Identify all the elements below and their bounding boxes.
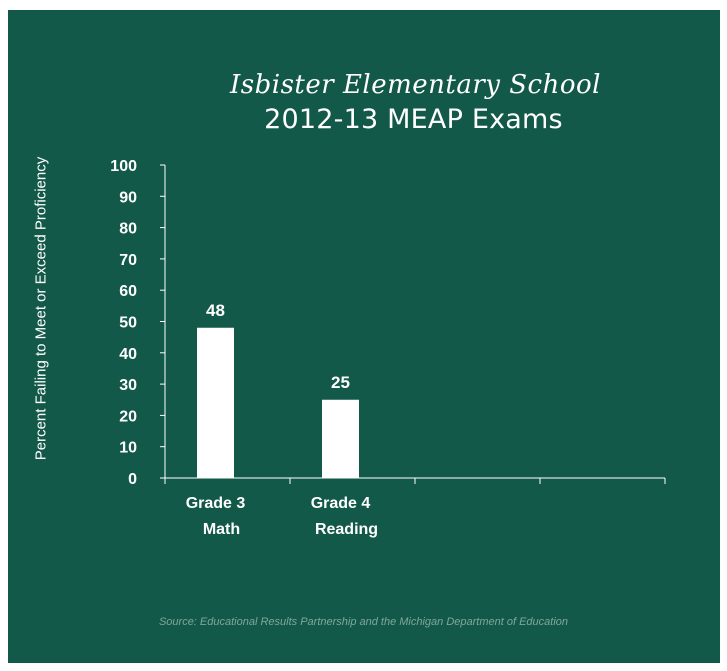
y-tick-label: 50 xyxy=(119,315,137,332)
x-category-label: Grade 3 xyxy=(186,495,246,512)
y-tick-label: 100 xyxy=(110,158,137,175)
y-tick-label: 0 xyxy=(128,471,137,488)
chart-panel xyxy=(8,10,720,663)
y-tick-label: 70 xyxy=(119,252,137,269)
chart-title: Isbister Elementary School xyxy=(230,70,601,100)
y-tick-label: 10 xyxy=(119,440,137,457)
x-category-label: Grade 4 xyxy=(311,495,371,512)
bar xyxy=(197,327,234,478)
x-category-label: Math xyxy=(203,521,240,538)
data-label: 25 xyxy=(331,373,350,392)
y-tick-label: 90 xyxy=(119,189,137,206)
data-label: 48 xyxy=(206,301,225,320)
y-tick-label: 40 xyxy=(119,346,137,363)
x-category-label: Reading xyxy=(315,521,378,538)
y-tick-label: 80 xyxy=(119,221,137,238)
y-tick-label: 20 xyxy=(119,408,137,425)
source-note: Source: Educational Results Partnership … xyxy=(158,616,569,628)
chart-subtitle: 2012-13 MEAP Exams xyxy=(264,104,563,135)
y-tick-label: 60 xyxy=(119,283,137,300)
y-tick-label: 30 xyxy=(119,377,137,394)
bar xyxy=(322,399,359,478)
